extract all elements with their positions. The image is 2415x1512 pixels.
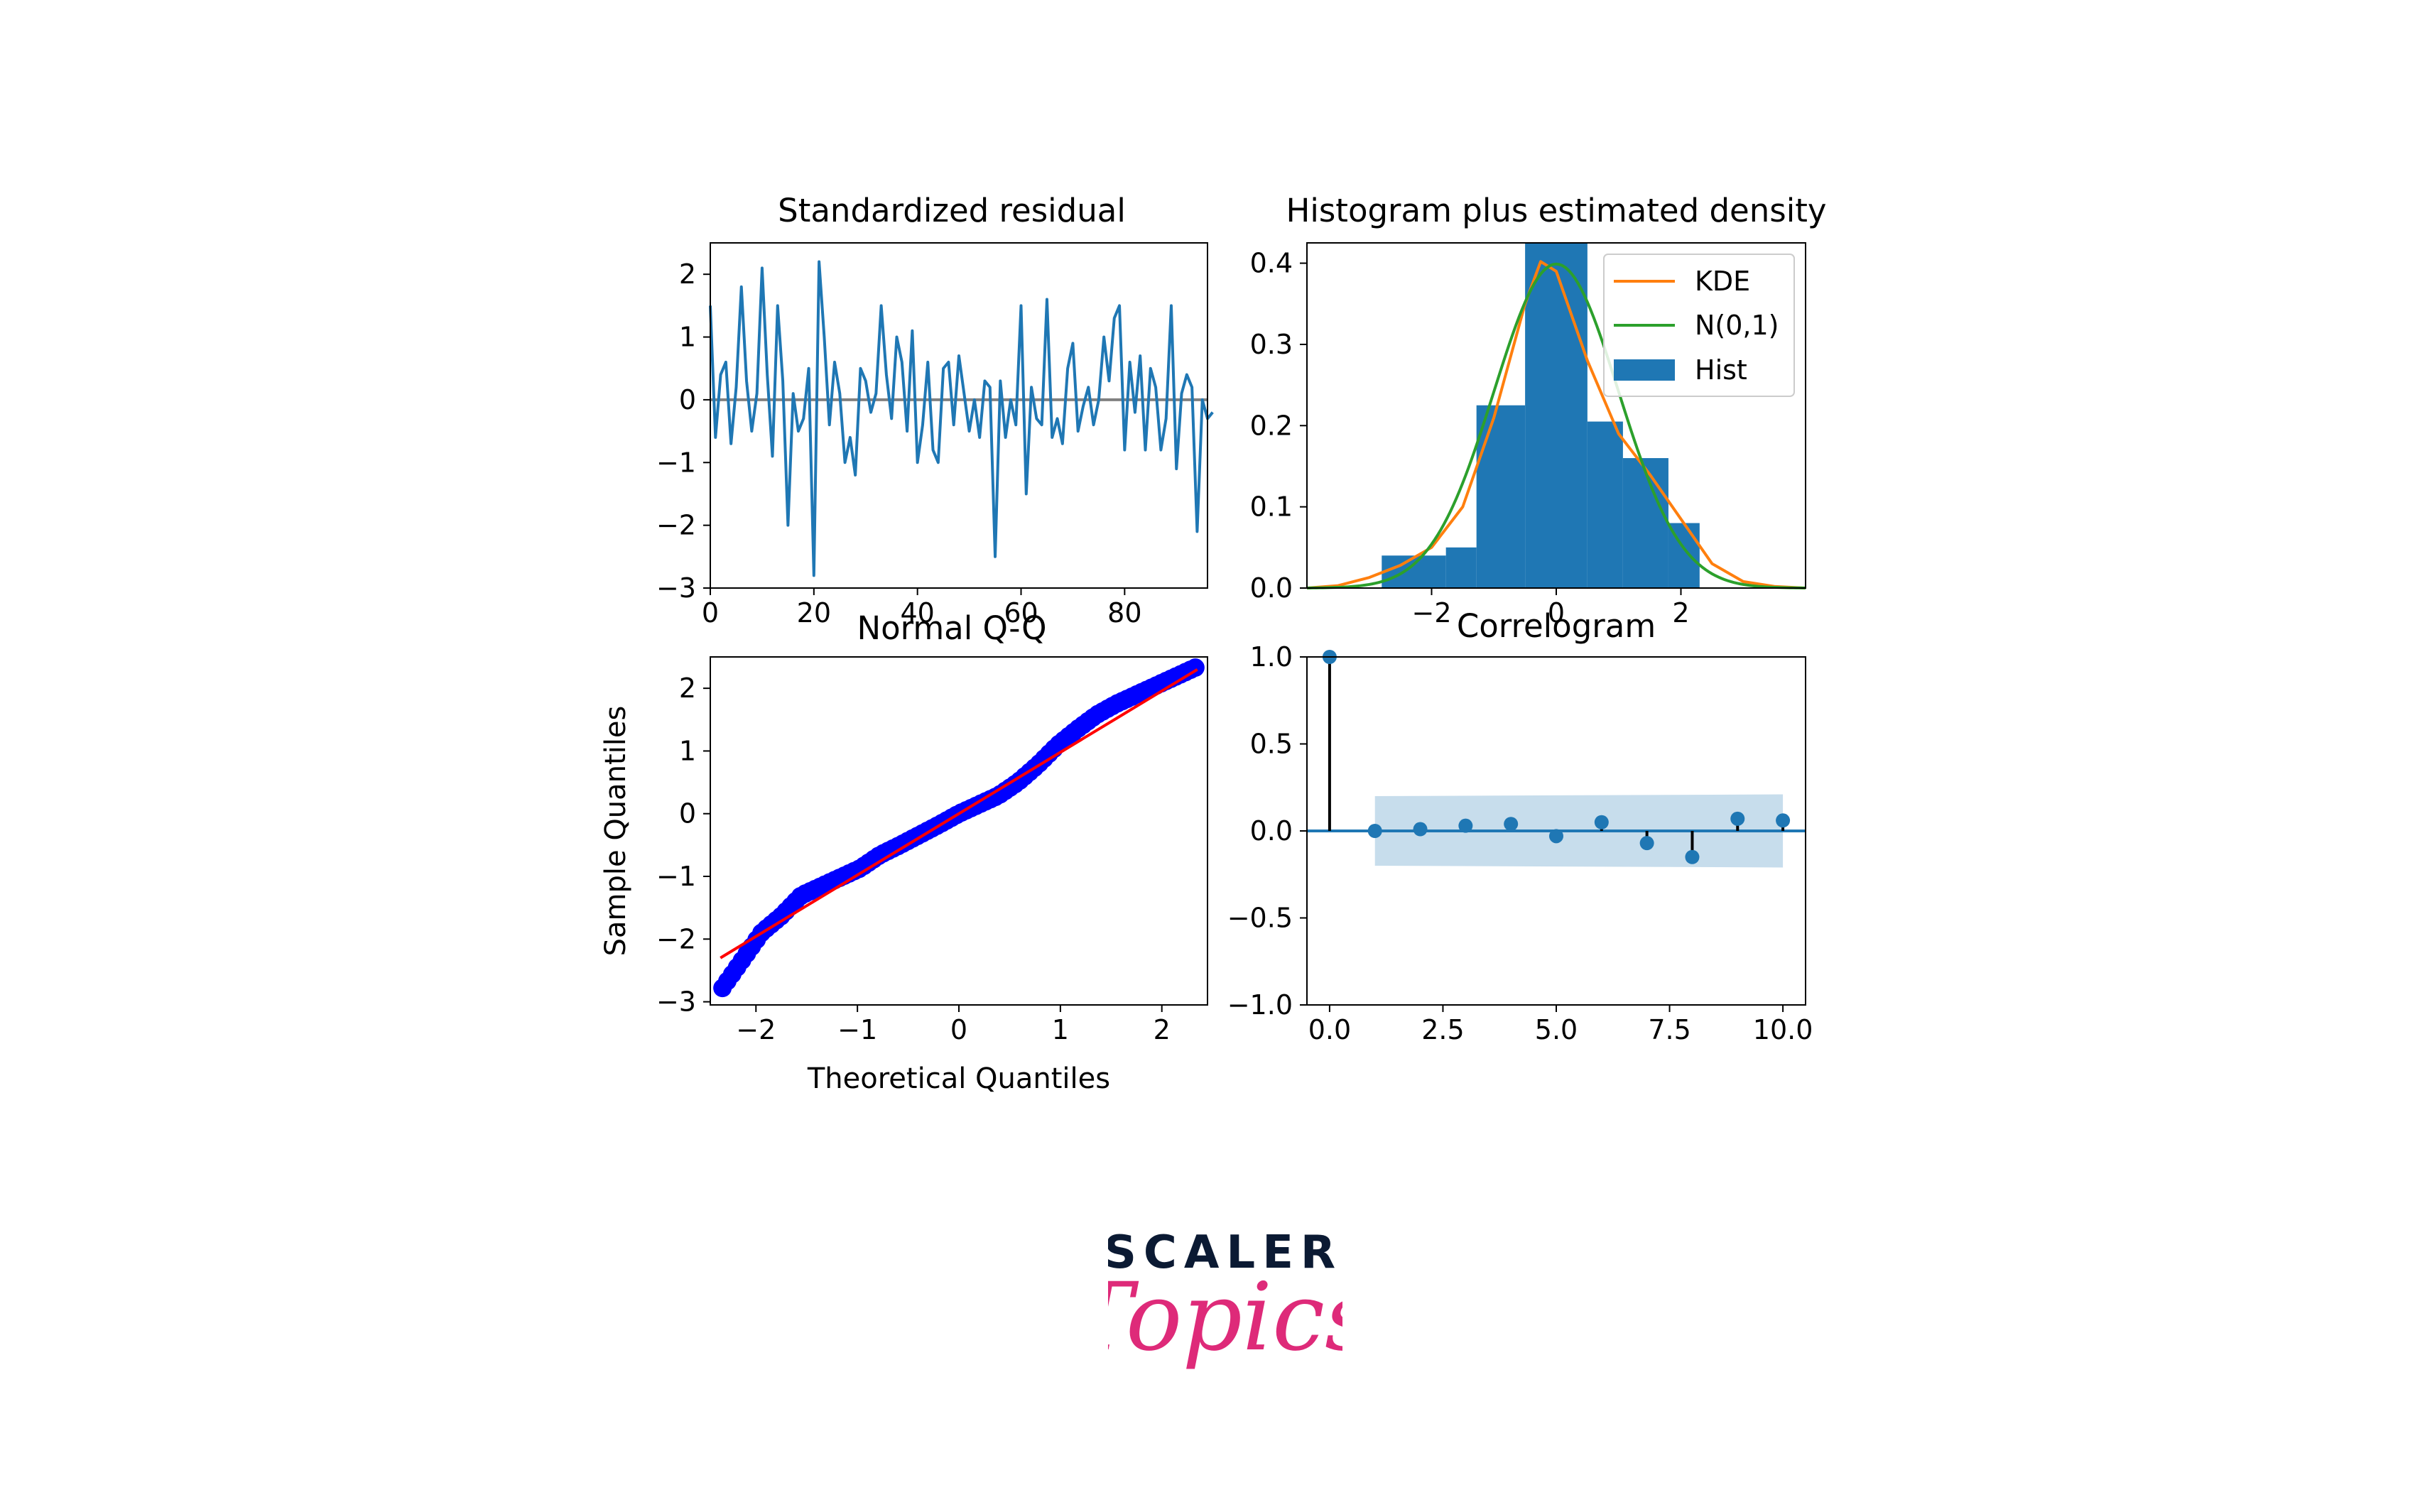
x-tick-label: 60	[1004, 597, 1038, 629]
correlogram-plot: 0.0 2.5 5.0 7.5 10.0 −1.0 −0.5 0.0 0.5 1.0	[1227, 641, 1813, 1045]
x-tick-label: 0	[702, 597, 719, 629]
hist-bar	[1525, 243, 1588, 588]
y-tick-label: 0	[679, 798, 696, 830]
panel-title-correlogram: Correlogram	[1457, 607, 1656, 645]
y-tick-label: 0.2	[1250, 410, 1293, 441]
hist-bar	[1382, 555, 1446, 588]
panel-title-residual: Standardized residual	[778, 192, 1126, 229]
qq-points-group	[713, 658, 1205, 998]
y-tick-label: −1	[656, 447, 696, 478]
residual-plot: 0 20 40 60 80 −3 −2 −1 0 1 2	[656, 242, 1214, 629]
y-tick-label: 1	[679, 735, 696, 766]
legend-swatch-hist	[1614, 359, 1675, 381]
x-tick-label: −2	[736, 1014, 776, 1045]
hist-bar	[1445, 547, 1477, 588]
x-tick-label: 5.0	[1535, 1014, 1578, 1045]
hist-bar	[1476, 405, 1526, 588]
acf-point	[1685, 849, 1700, 864]
legend-label: Hist	[1695, 354, 1747, 386]
hist-bar	[1622, 458, 1668, 588]
panel-title-qq: Normal Q-Q	[857, 609, 1046, 647]
y-tick-label: 0.0	[1250, 815, 1293, 847]
logo-word-topics: Topics	[1108, 1263, 1342, 1372]
y-tick-label: 0.0	[1250, 572, 1293, 604]
qq-plot: −2 −1 0 1 2 −3 −2 −1 0 1 2 Theoretical Quantiles Sam…	[599, 656, 1208, 1095]
y-tick-label: 2	[679, 259, 696, 290]
acf-point	[1367, 824, 1382, 838]
histogram-plot: −2 0 2 0.0 0.1 0.2 0.3 0.4 KDE N(0,1) Hist	[1250, 242, 1806, 629]
x-tick-label: 0.0	[1308, 1014, 1351, 1045]
acf-point	[1639, 836, 1654, 851]
x-axis-label: Theoretical Quantiles	[807, 1062, 1110, 1095]
y-tick-label: 0.4	[1250, 248, 1293, 279]
y-tick-label: 0.3	[1250, 329, 1293, 360]
x-tick-label: 80	[1107, 597, 1141, 629]
acf-point	[1730, 811, 1745, 826]
normal-density-line	[1306, 262, 1806, 589]
legend-label: KDE	[1695, 266, 1750, 297]
x-tick-label: 10.0	[1753, 1014, 1813, 1045]
y-tick-label: 0.5	[1250, 729, 1293, 760]
legend-label: N(0,1)	[1695, 310, 1779, 341]
y-tick-label: 1	[679, 322, 696, 353]
x-tick-label: 0	[1548, 597, 1565, 629]
y-tick-label: 0	[679, 384, 696, 415]
acf-point	[1504, 817, 1519, 832]
y-tick-label: −3	[656, 986, 696, 1018]
x-tick-label: −1	[837, 1014, 877, 1045]
x-tick-label: 1	[1052, 1014, 1069, 1045]
scaler-topics-logo: SCALER Topics	[1108, 1227, 1342, 1372]
residual-series-line	[709, 260, 1214, 577]
acf-point	[1458, 818, 1473, 833]
x-tick-label: 7.5	[1648, 1014, 1690, 1045]
y-tick-label: −3	[656, 572, 696, 604]
y-tick-label: −1.0	[1227, 989, 1293, 1021]
axes-frame	[710, 242, 1208, 589]
x-tick-label: −2	[1411, 597, 1451, 629]
y-axis-label: Sample Quantiles	[599, 706, 632, 957]
y-tick-label: 1.0	[1250, 641, 1293, 673]
hist-bar	[1587, 421, 1623, 588]
y-tick-label: −0.5	[1227, 903, 1293, 934]
acf-point	[1594, 815, 1609, 830]
y-tick-label: −1	[656, 861, 696, 892]
logo-word-scaler: SCALER	[1108, 1227, 1342, 1279]
x-tick-label: 40	[900, 597, 934, 629]
panel-title-histogram: Histogram plus estimated density	[1286, 192, 1827, 229]
acf-point	[1549, 829, 1563, 844]
x-tick-label: 2	[1672, 597, 1689, 629]
y-tick-label: 0.1	[1250, 491, 1293, 523]
acf-point	[1776, 813, 1791, 828]
acf-point	[1413, 822, 1428, 837]
x-tick-label: 2	[1154, 1014, 1171, 1045]
qq-reference-line	[720, 668, 1198, 959]
x-tick-label: 0	[950, 1014, 967, 1045]
y-tick-label: −2	[656, 923, 696, 954]
y-tick-label: −2	[656, 510, 696, 541]
x-tick-label: 20	[797, 597, 831, 629]
x-tick-label: 2.5	[1421, 1014, 1464, 1045]
y-tick-label: 2	[679, 673, 696, 704]
